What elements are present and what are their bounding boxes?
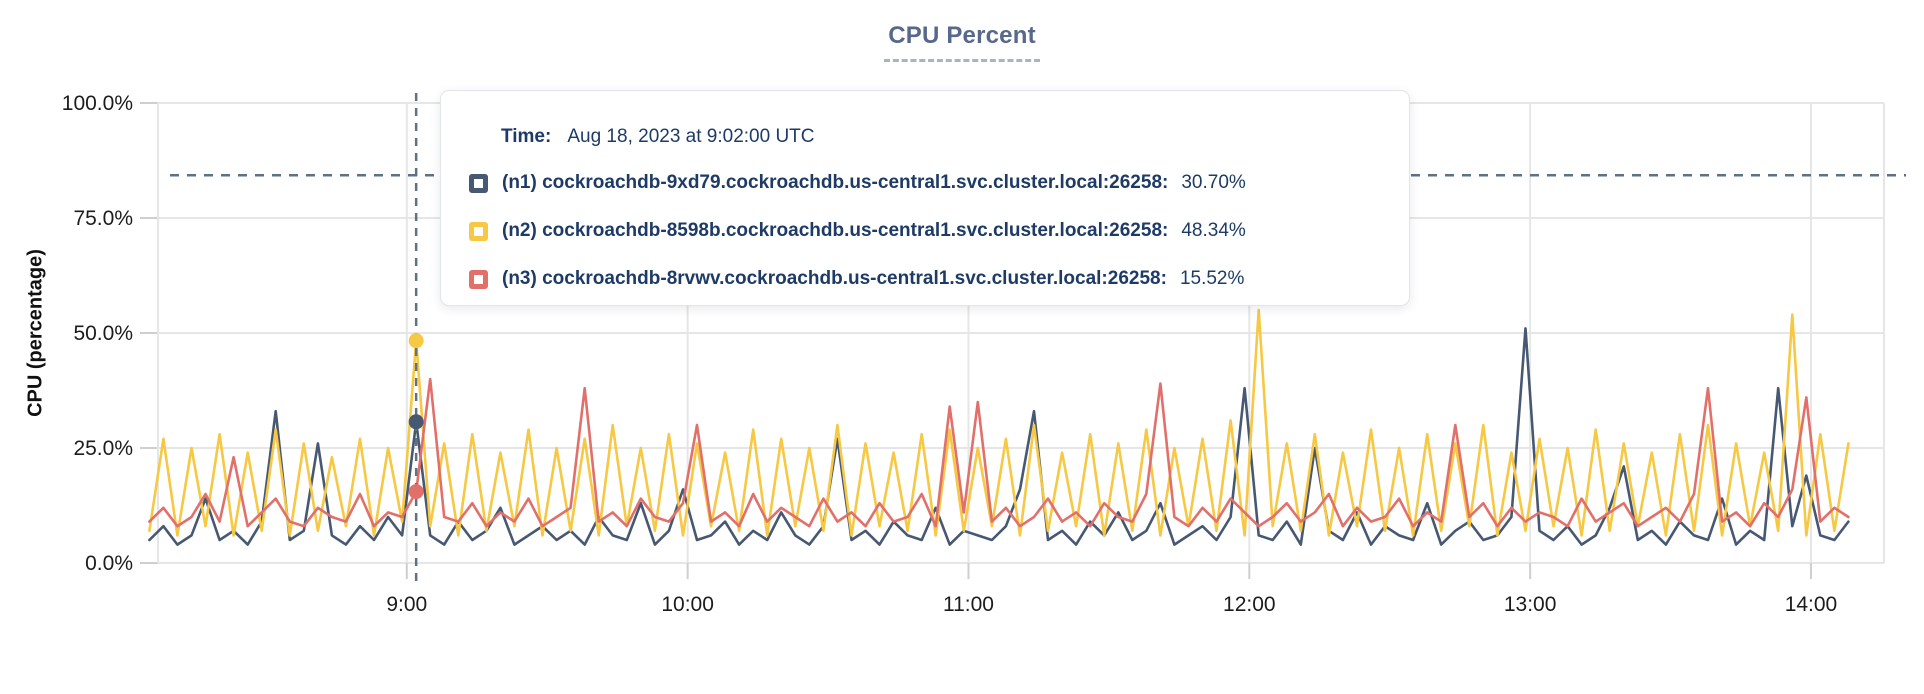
hover-tooltip: Time: Aug 18, 2023 at 9:02:00 UTC (n1) c… xyxy=(440,90,1410,306)
chart-title-wrap: CPU Percent xyxy=(0,22,1924,62)
series-label-n1: (n1) cockroachdb-9xd79.cockroachdb.us-ce… xyxy=(502,172,1169,193)
hover-point-n2 xyxy=(408,333,424,349)
tooltip-series-row-n1: (n1) cockroachdb-9xd79.cockroachdb.us-ce… xyxy=(469,159,1381,207)
tooltip-series-row-n2: (n2) cockroachdb-8598b.cockroachdb.us-ce… xyxy=(469,207,1381,255)
y-tick-label: 75.0% xyxy=(73,207,133,230)
series-value-n3: 15.52% xyxy=(1179,268,1245,289)
series-line-n3 xyxy=(148,377,1850,528)
series-line-n2 xyxy=(148,308,1850,537)
series-swatch-n2 xyxy=(469,221,488,241)
y-tick-label: 50.0% xyxy=(73,322,133,345)
series-line-n1 xyxy=(148,327,1850,546)
tooltip-time-value: Aug 18, 2023 at 9:02:00 UTC xyxy=(567,126,815,147)
x-tick-label: 9:00 xyxy=(386,593,427,616)
x-tick-label: 13:00 xyxy=(1504,593,1557,616)
series-label-n3: (n3) cockroachdb-8rvwv.cockroachdb.us-ce… xyxy=(502,268,1167,289)
tooltip-time-row: Time: Aug 18, 2023 at 9:02:00 UTC xyxy=(501,115,1381,159)
tooltip-time-label: Time: xyxy=(501,126,552,147)
series-value-n1: 30.70% xyxy=(1181,172,1246,193)
tooltip-series-row-n3: (n3) cockroachdb-8rvwv.cockroachdb.us-ce… xyxy=(469,255,1381,303)
x-tick-label: 11:00 xyxy=(943,593,994,616)
y-axis-title: CPU (percentage) xyxy=(24,249,47,417)
series-label-n2: (n2) cockroachdb-8598b.cockroachdb.us-ce… xyxy=(502,220,1169,241)
x-tick-label: 14:00 xyxy=(1785,593,1838,616)
x-tick-label: 12:00 xyxy=(1223,593,1276,616)
series-swatch-n1 xyxy=(469,173,488,193)
series-swatch-n3 xyxy=(469,269,488,289)
x-tick-label: 10:00 xyxy=(661,593,714,616)
hover-point-n3 xyxy=(408,484,424,500)
y-tick-label: 0.0% xyxy=(85,552,133,575)
hover-point-n1 xyxy=(408,414,424,430)
chart-title: CPU Percent xyxy=(884,22,1040,62)
series-value-n2: 48.34% xyxy=(1181,220,1246,241)
y-tick-label: 25.0% xyxy=(73,437,133,460)
y-tick-label: 100.0% xyxy=(62,92,133,115)
